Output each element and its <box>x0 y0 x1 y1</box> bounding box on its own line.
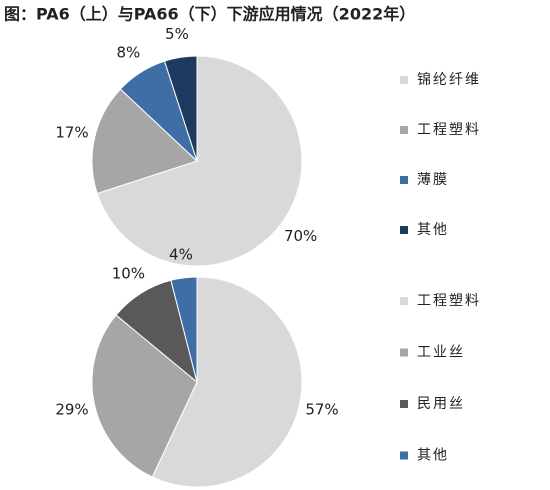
legend-label: 工业丝 <box>417 345 465 361</box>
legend-swatch <box>400 76 408 84</box>
data-label: 4% <box>169 245 193 263</box>
legend-label: 其他 <box>417 448 449 464</box>
legend-swatch <box>400 226 408 234</box>
pie-slice <box>91 88 198 195</box>
legend-label: 民用丝 <box>417 396 465 412</box>
legend-label: 其他 <box>417 222 449 238</box>
pie-slice <box>170 276 198 383</box>
data-label: 5% <box>165 25 189 43</box>
data-label: 17% <box>55 124 88 142</box>
data-label: 10% <box>112 264 145 282</box>
pie-slice <box>151 276 303 488</box>
legend-swatch <box>400 176 408 184</box>
legend-label: 工程塑料 <box>417 122 481 138</box>
data-label: 29% <box>55 400 88 418</box>
data-label: 70% <box>284 227 317 245</box>
legend-swatch <box>400 348 408 357</box>
pie-slice <box>91 314 198 478</box>
data-label: 8% <box>116 43 140 61</box>
chart-title: 图：PA6（上）与PA66（下）下游应用情况（2022年） <box>4 5 415 24</box>
data-label: 57% <box>305 400 338 418</box>
legend-label: 锦纶纤维 <box>417 71 481 88</box>
legend-swatch <box>400 451 408 460</box>
legend-swatch <box>400 297 408 305</box>
pie-slice <box>96 55 303 267</box>
pie-slice <box>163 55 198 162</box>
legend-swatch <box>400 126 408 134</box>
legend-label: 薄膜 <box>417 172 449 188</box>
legend-swatch <box>400 400 408 408</box>
legend-label: 工程塑料 <box>417 293 481 309</box>
